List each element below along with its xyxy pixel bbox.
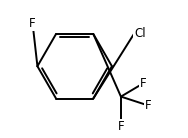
Text: Cl: Cl xyxy=(134,27,146,40)
Text: F: F xyxy=(118,120,124,133)
Text: F: F xyxy=(29,17,36,30)
Text: F: F xyxy=(140,77,146,90)
Text: F: F xyxy=(145,99,152,112)
